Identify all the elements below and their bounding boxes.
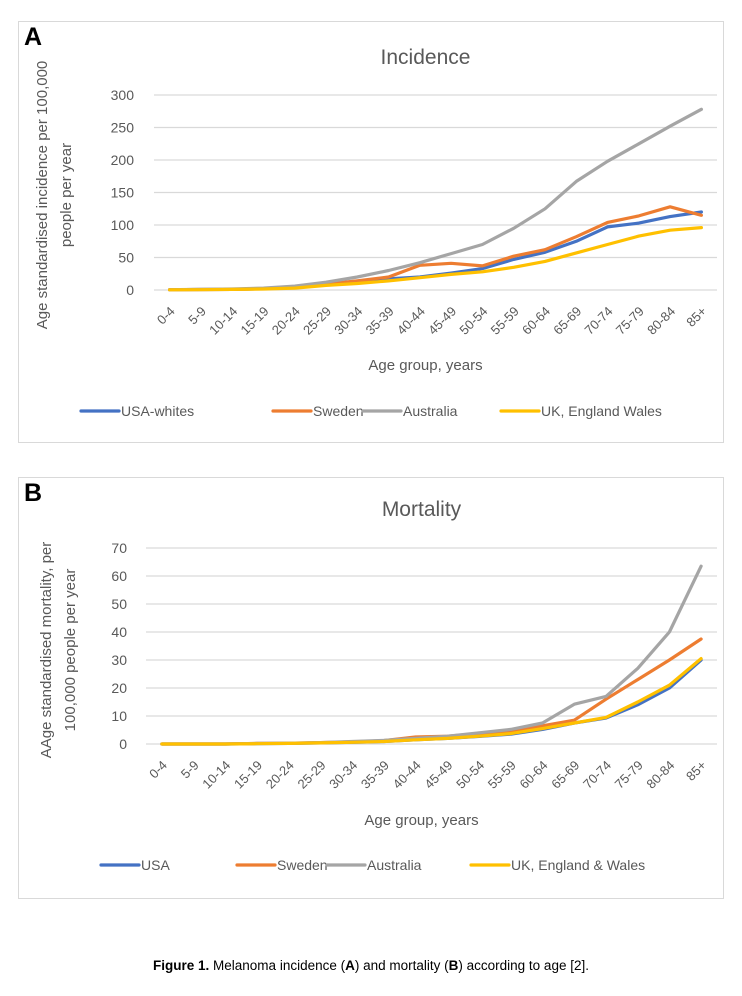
x-tick-label: 15-19 [231,758,265,792]
figure-caption: Figure 1. Melanoma incidence (A) and mor… [0,958,742,973]
caption-text-1: Melanoma incidence ( [209,958,346,973]
y-tick-label: 250 [111,120,135,136]
y-tick-label: 150 [111,185,135,201]
x-tick-label: 65-69 [548,758,582,792]
x-tick-label: 35-39 [358,758,392,792]
panel-label-b: B [24,479,43,507]
y-tick-label: 20 [111,680,127,696]
legend-label: Australia [367,857,422,873]
mortality-chart: Mortality 0 10 20 30 40 50 60 70 AAge standardise… [38,498,717,873]
x-tick-label: 30-34 [331,304,365,338]
caption-a: A [345,958,355,973]
y-tick-label: 30 [111,652,127,668]
x-tick-label: 65-69 [550,304,584,338]
x-tick-label: 55-59 [488,304,522,338]
y-tick-label: 0 [126,282,134,298]
incidence-chart-panel: A Incidence 0 50 100 150 200 250 300 Age standar… [18,21,724,443]
caption-b: B [448,958,459,973]
y-tick-label: 60 [111,568,127,584]
chart-title: Incidence [381,46,471,69]
x-tick-label: 15-19 [237,304,271,338]
x-tick-label: 20-24 [269,304,303,338]
series-line-uk-england-wales [168,226,704,292]
y-axis-label: people per year [58,143,75,247]
legend-label: USA-whites [121,403,194,419]
x-tick-label: 40-44 [390,758,424,792]
y-tick-label: 50 [111,596,127,612]
x-tick-label: 70-74 [580,758,614,792]
x-tick-label: 0-4 [146,758,170,782]
y-tick-label: 300 [111,87,135,103]
panel-label-a: A [24,23,43,51]
x-tick-label: 55-59 [485,758,519,792]
mortality-chart-panel: B Mortality 0 10 20 30 40 50 60 70 AAge standardi… [18,477,724,899]
x-tick-label: 35-39 [363,304,397,338]
y-axis-label: AAge standardised mortality, per [38,542,55,759]
x-tick-label: 5-9 [178,758,202,782]
x-tick-label: 80-84 [644,304,678,338]
x-tick-label: 25-29 [300,304,334,338]
series-line-australia [168,107,704,292]
x-tick-label: 50-54 [456,304,490,338]
legend-label: Australia [403,403,458,419]
y-tick-label: 50 [118,250,134,266]
x-tick-label: 45-49 [421,758,455,792]
x-tick-label: 0-4 [154,304,178,328]
chart-title: Mortality [382,498,462,521]
series-line-usa [160,658,703,746]
legend-label: Sweden [313,403,364,419]
legend-label: USA [141,857,170,873]
x-tick-label: 30-34 [326,758,360,792]
x-axis-label: Age group, years [364,812,478,829]
legend-label: UK, England Wales [541,403,662,419]
x-tick-label: 85+ [683,304,709,330]
x-tick-label: 50-54 [453,758,487,792]
x-axis-label: Age group, years [368,357,482,374]
x-tick-label: 10-14 [199,758,233,792]
y-tick-label: 0 [119,736,127,752]
series-line-usa-whites [168,210,704,292]
x-tick-label: 80-84 [643,758,677,792]
y-tick-label: 200 [111,152,135,168]
y-tick-label: 40 [111,624,127,640]
x-tick-label: 75-79 [612,758,646,792]
x-tick-label: 60-64 [517,758,551,792]
y-tick-label: 70 [111,540,127,556]
caption-text-3: ) according to age [2]. [458,958,589,973]
x-tick-label: 70-74 [582,304,616,338]
y-axis-label: 100,000 people per year [62,569,79,732]
y-axis-label: Age standardised incidence per 100,000 [34,61,51,330]
series-line-sweden [160,637,703,746]
x-tick-label: 45-49 [425,304,459,338]
x-tick-label: 75-79 [613,304,647,338]
y-tick-label: 10 [111,708,127,724]
series-line-uk-england-wales [160,657,703,746]
legend-label: Sweden [277,857,328,873]
x-tick-label: 20-24 [263,758,297,792]
caption-label: Figure 1. [153,958,210,973]
x-tick-label: 10-14 [206,304,240,338]
x-tick-label: 85+ [683,758,709,784]
x-tick-label: 60-64 [519,304,553,338]
x-tick-label: 5-9 [185,304,209,328]
legend-label: UK, England & Wales [511,857,645,873]
series-line-australia [160,564,703,746]
x-tick-label: 25-29 [294,758,328,792]
caption-text-2: ) and mortality ( [354,958,449,973]
incidence-chart: Incidence 0 50 100 150 200 250 300 Age standardi… [34,46,717,419]
x-tick-label: 40-44 [394,304,428,338]
y-tick-label: 100 [111,217,135,233]
